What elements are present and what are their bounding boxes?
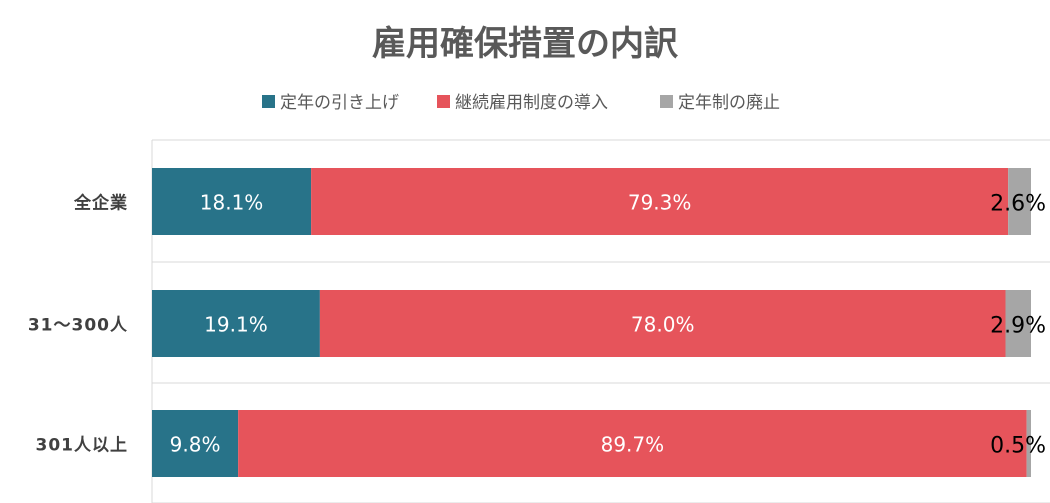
data-label: 9.8% xyxy=(170,433,221,457)
bar-segment xyxy=(311,168,1009,235)
legend-swatch xyxy=(437,95,450,108)
data-label: 89.7% xyxy=(601,433,665,457)
category-labels: 全企業 31～300人 301人以上 xyxy=(28,193,129,456)
legend-label: 継続雇用制度の導入 xyxy=(455,93,608,113)
category-label: 全企業 xyxy=(73,193,128,214)
chart-title: 雇用確保措置の内訳 xyxy=(372,24,679,64)
bar-segment xyxy=(319,290,1006,357)
legend-label: 定年の引き上げ xyxy=(280,93,399,113)
data-label: 19.1% xyxy=(204,313,268,337)
bars: 18.1% 79.3% 2.6% 19.1% 78.0% 2.9% 9.8% 89.7% 0.5… xyxy=(152,168,1046,477)
data-label: 79.3% xyxy=(628,191,692,215)
legend-label: 定年制の廃止 xyxy=(678,93,780,113)
bar-segment xyxy=(238,410,1027,477)
category-label: 31～300人 xyxy=(28,316,128,336)
bar-segment xyxy=(1005,290,1031,357)
bar-segment xyxy=(152,410,239,477)
legend: 定年の引き上げ 継続雇用制度の導入 定年制の廃止 xyxy=(262,93,780,113)
category-label: 301人以上 xyxy=(36,436,129,456)
bar-segment xyxy=(152,168,312,235)
data-label: 18.1% xyxy=(200,191,264,215)
data-label: 78.0% xyxy=(631,313,695,337)
legend-swatch xyxy=(660,95,673,108)
bar-segment xyxy=(1008,168,1031,235)
data-label: 2.9% xyxy=(990,314,1046,339)
data-label: 2.6% xyxy=(990,192,1046,217)
data-label: 0.5% xyxy=(990,434,1046,459)
bar-segment xyxy=(152,290,320,357)
legend-swatch xyxy=(262,95,275,108)
bar-segment xyxy=(1026,410,1031,477)
